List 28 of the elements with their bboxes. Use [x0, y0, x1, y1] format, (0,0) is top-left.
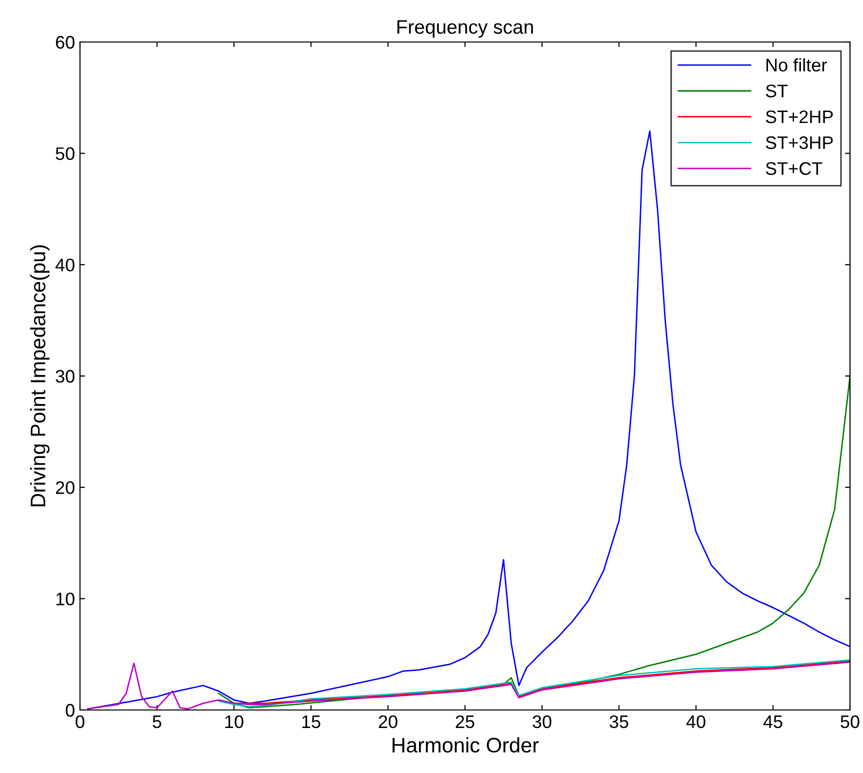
line-series [87, 661, 850, 710]
x-axis-title: Harmonic Order [392, 737, 539, 753]
y-tick-label: 50 [56, 147, 74, 160]
x-tick-label: 45 [763, 716, 782, 728]
x-tick-label: 35 [610, 715, 628, 728]
x-tick-label: 50 [840, 715, 860, 728]
x-tick-label: 15 [302, 716, 320, 728]
x-tick-label: 30 [532, 715, 552, 728]
y-tick-label: 0 [66, 704, 74, 717]
y-tick-label: 20 [56, 481, 74, 494]
x-tick-label: 40 [686, 715, 706, 728]
legend-label: ST [766, 84, 788, 98]
legend-label: ST+3HP [766, 136, 833, 150]
x-tick-label: 25 [456, 715, 474, 728]
legend-label: ST+CT [766, 162, 822, 175]
legend-label: No filter [766, 58, 827, 72]
x-tick-label: 20 [378, 715, 398, 728]
line-series [87, 130, 850, 710]
chart-title: Frequency scan [397, 20, 533, 38]
y-tick-label: 10 [56, 592, 74, 606]
y-tick-label: 60 [56, 36, 74, 49]
y-axis-title: Driving Point Impedance(pu) [30, 245, 50, 506]
legend-label: ST+2HP [766, 110, 833, 124]
x-tick-label: 0 [76, 715, 84, 728]
x-tick-label: 10 [225, 715, 244, 728]
y-tick-label: 30 [56, 370, 74, 383]
x-tick-label: 5 [152, 716, 162, 728]
y-tick-label: 40 [55, 258, 74, 272]
